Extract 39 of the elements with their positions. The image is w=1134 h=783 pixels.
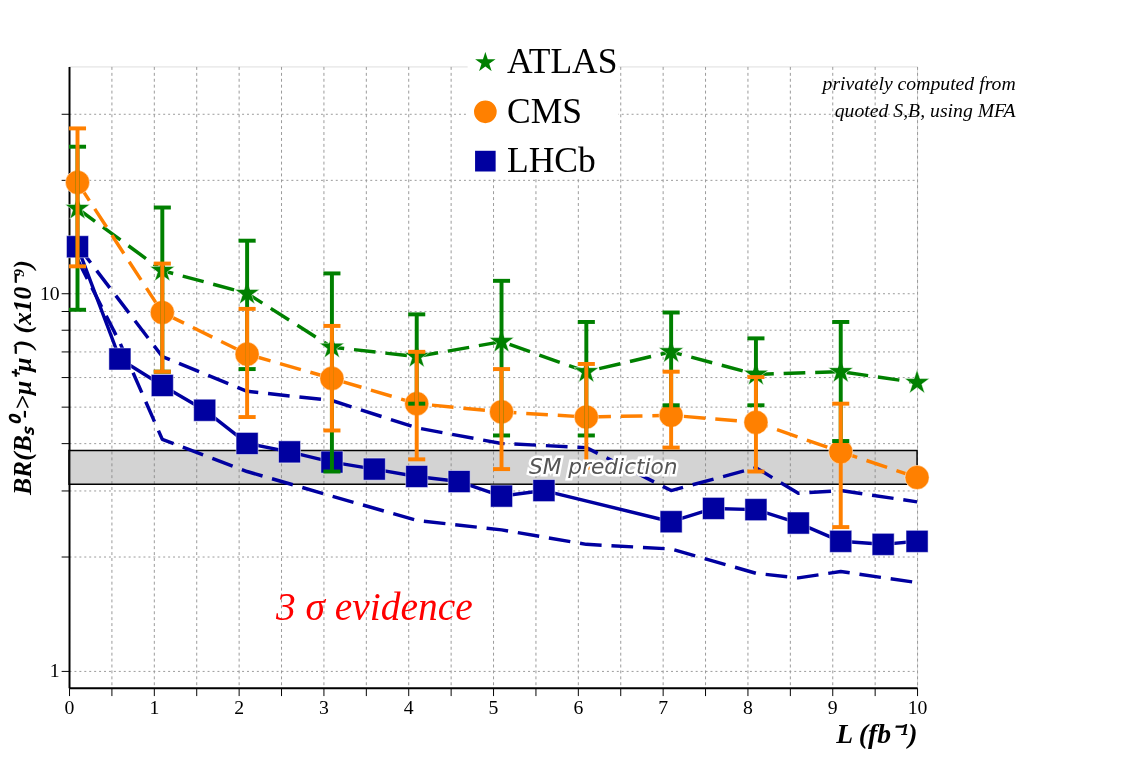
x-tick-label: 1 [149,695,160,718]
x-tick-label: 8 [743,695,754,718]
annotation: privately computed from quoted S,B, using MFA [820,72,1017,121]
point [904,465,930,490]
x-tick-label: 2 [234,695,245,718]
legend-label: LHCb [507,139,596,180]
point [405,465,428,488]
point [532,479,556,502]
point [829,530,853,553]
x-tick-label: 0 [64,695,75,718]
x-tick-label: 6 [573,695,584,718]
x-tick-label: 9 [827,695,838,718]
point [787,511,810,535]
point [490,484,513,508]
point [702,497,725,520]
point [65,170,90,195]
x-axis-title: L (fb⁻¹) [835,718,918,750]
point [904,369,930,394]
point [905,530,929,553]
point [235,432,259,455]
point [363,457,386,481]
point [659,510,683,533]
legend-label: CMS [507,90,583,131]
y-axis-title: BR(Bₛ⁰->μ⁺μ⁻) (x10⁻⁹) [8,260,38,496]
point [193,398,216,422]
x-tick-label: 10 [907,695,928,718]
x-tick-label: 7 [658,695,669,718]
x-tick-label: 4 [403,695,414,718]
point [489,399,514,425]
point [278,440,301,464]
point [447,470,471,493]
point [871,533,895,556]
point [744,498,768,521]
x-tick-label: 3 [319,695,329,718]
point [151,374,174,397]
point [108,347,132,371]
legend-label: ATLAS [507,41,618,82]
x-tick-label: 5 [488,695,499,718]
annotation: 3 σ evidence [274,584,473,629]
